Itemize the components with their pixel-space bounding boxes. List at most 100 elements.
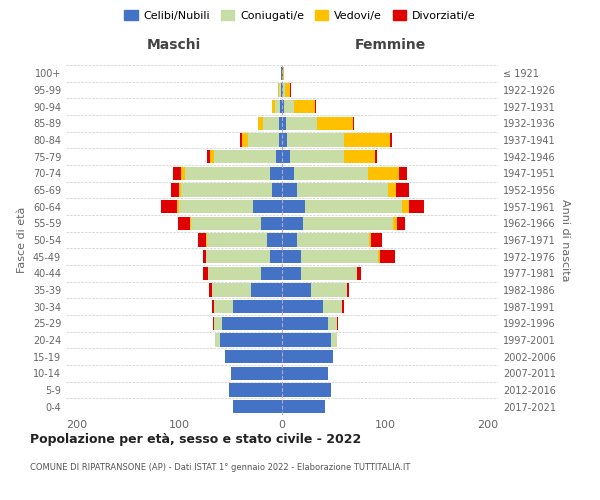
- Bar: [282, 100, 284, 114]
- Bar: [370, 234, 371, 246]
- Bar: [390, 134, 392, 146]
- Bar: [295, 166, 368, 180]
- Bar: [282, 134, 287, 146]
- Bar: [301, 250, 377, 264]
- Bar: [279, 116, 282, 130]
- Bar: [207, 234, 266, 246]
- Bar: [328, 316, 337, 330]
- Bar: [282, 200, 305, 213]
- Bar: [283, 66, 284, 80]
- Bar: [214, 150, 276, 164]
- Bar: [388, 184, 396, 196]
- Bar: [269, 166, 282, 180]
- Bar: [315, 100, 316, 114]
- Bar: [191, 216, 262, 230]
- Bar: [197, 234, 206, 246]
- Bar: [259, 116, 263, 130]
- Bar: [371, 234, 382, 246]
- Bar: [240, 134, 242, 146]
- Bar: [344, 150, 374, 164]
- Bar: [276, 150, 282, 164]
- Bar: [215, 334, 220, 346]
- Bar: [290, 84, 291, 96]
- Bar: [213, 316, 214, 330]
- Bar: [190, 216, 191, 230]
- Bar: [302, 216, 393, 230]
- Bar: [248, 134, 279, 146]
- Bar: [223, 316, 282, 330]
- Bar: [181, 184, 272, 196]
- Bar: [272, 100, 275, 114]
- Bar: [282, 366, 328, 380]
- Bar: [290, 150, 344, 164]
- Bar: [178, 216, 190, 230]
- Bar: [298, 184, 388, 196]
- Bar: [397, 216, 406, 230]
- Bar: [266, 234, 282, 246]
- Bar: [368, 166, 399, 180]
- Bar: [210, 150, 214, 164]
- Bar: [399, 166, 407, 180]
- Bar: [282, 216, 302, 230]
- Bar: [409, 200, 424, 213]
- Bar: [233, 400, 282, 413]
- Bar: [283, 84, 285, 96]
- Bar: [284, 100, 295, 114]
- Bar: [344, 134, 390, 146]
- Bar: [229, 384, 282, 396]
- Bar: [323, 300, 341, 314]
- Bar: [185, 166, 269, 180]
- Bar: [181, 166, 185, 180]
- Bar: [161, 200, 177, 213]
- Bar: [282, 284, 311, 296]
- Text: COMUNE DI RIPATRANSONE (AP) - Dati ISTAT 1° gennaio 2022 - Elaborazione TUTTITAL: COMUNE DI RIPATRANSONE (AP) - Dati ISTAT…: [30, 462, 410, 471]
- Bar: [380, 250, 395, 264]
- Bar: [242, 134, 248, 146]
- Bar: [341, 300, 344, 314]
- Bar: [214, 300, 233, 314]
- Bar: [262, 266, 282, 280]
- Bar: [279, 134, 282, 146]
- Bar: [286, 116, 317, 130]
- Bar: [282, 334, 331, 346]
- Bar: [282, 116, 286, 130]
- Bar: [203, 266, 208, 280]
- Bar: [285, 84, 290, 96]
- Bar: [214, 316, 223, 330]
- Text: Maschi: Maschi: [147, 38, 201, 52]
- Bar: [251, 284, 282, 296]
- Bar: [282, 66, 283, 80]
- Bar: [203, 250, 206, 264]
- Bar: [347, 284, 349, 296]
- Bar: [357, 266, 361, 280]
- Bar: [209, 284, 212, 296]
- Legend: Celibi/Nubili, Coniugati/e, Vedovi/e, Divorziati/e: Celibi/Nubili, Coniugati/e, Vedovi/e, Di…: [120, 6, 480, 25]
- Bar: [282, 400, 325, 413]
- Bar: [206, 250, 269, 264]
- Bar: [282, 184, 298, 196]
- Bar: [353, 116, 354, 130]
- Bar: [269, 250, 282, 264]
- Bar: [331, 334, 337, 346]
- Bar: [280, 100, 282, 114]
- Bar: [179, 184, 181, 196]
- Bar: [305, 200, 403, 213]
- Bar: [212, 300, 214, 314]
- Bar: [262, 216, 282, 230]
- Bar: [282, 384, 331, 396]
- Bar: [179, 200, 253, 213]
- Bar: [173, 166, 181, 180]
- Bar: [282, 166, 295, 180]
- Bar: [282, 250, 301, 264]
- Bar: [177, 200, 179, 213]
- Y-axis label: Fasce di età: Fasce di età: [17, 207, 27, 273]
- Bar: [282, 266, 301, 280]
- Bar: [295, 100, 315, 114]
- Bar: [275, 100, 280, 114]
- Bar: [287, 134, 344, 146]
- Text: Femmine: Femmine: [355, 38, 425, 52]
- Bar: [282, 84, 283, 96]
- Bar: [208, 266, 262, 280]
- Bar: [279, 84, 281, 96]
- Bar: [317, 116, 353, 130]
